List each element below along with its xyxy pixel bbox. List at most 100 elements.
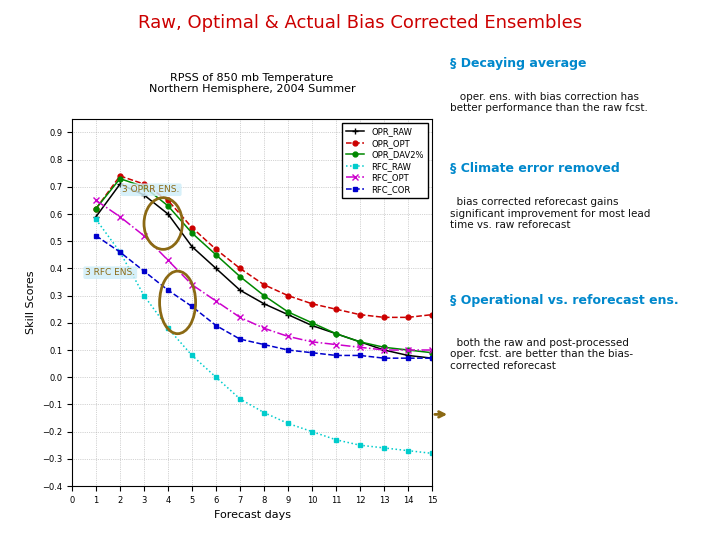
- OPR_DAV2%: [332, 330, 341, 337]
- OPR_RAW: [91, 213, 100, 220]
- Line: RFC_COR: RFC_COR: [94, 233, 434, 361]
- RFC_OPT: [235, 314, 244, 321]
- RFC_COR: [428, 355, 436, 361]
- Text: both the raw and post-processed
oper. fcst. are better than the bias-
corrected : both the raw and post-processed oper. fc…: [450, 338, 633, 370]
- RFC_OPT: [356, 344, 364, 350]
- OPR_OPT: [356, 312, 364, 318]
- OPR_RAW: [428, 355, 436, 361]
- Line: OPR_DAV2%: OPR_DAV2%: [94, 176, 434, 355]
- Line: RFC_RAW: RFC_RAW: [94, 217, 434, 456]
- RFC_COR: [379, 355, 388, 361]
- OPR_RAW: [332, 330, 341, 337]
- Line: OPR_RAW: OPR_RAW: [93, 180, 436, 362]
- RFC_RAW: [356, 442, 364, 448]
- OPR_DAV2%: [379, 344, 388, 350]
- Text: bias corrected reforecast gains
significant improvement for most lead
time vs. r: bias corrected reforecast gains signific…: [450, 197, 650, 230]
- RFC_RAW: [163, 325, 172, 332]
- RFC_COR: [212, 322, 220, 329]
- RFC_RAW: [212, 374, 220, 381]
- RFC_RAW: [140, 292, 148, 299]
- OPR_DAV2%: [307, 320, 316, 326]
- OPR_RAW: [379, 347, 388, 353]
- RFC_COR: [307, 349, 316, 356]
- Text: oper. ens. with bias correction has
better performance than the raw fcst.: oper. ens. with bias correction has bett…: [450, 92, 648, 113]
- RFC_OPT: [116, 213, 125, 220]
- OPR_OPT: [91, 205, 100, 212]
- OPR_RAW: [140, 192, 148, 198]
- OPR_RAW: [212, 265, 220, 272]
- OPR_OPT: [188, 224, 197, 231]
- RFC_OPT: [404, 347, 413, 353]
- RFC_COR: [163, 287, 172, 293]
- Line: OPR_OPT: OPR_OPT: [94, 173, 434, 320]
- RFC_OPT: [428, 347, 436, 353]
- RFC_COR: [116, 249, 125, 255]
- RFC_OPT: [188, 281, 197, 288]
- RFC_COR: [188, 303, 197, 310]
- OPR_OPT: [428, 312, 436, 318]
- Y-axis label: Skill Scores: Skill Scores: [27, 271, 37, 334]
- OPR_DAV2%: [235, 273, 244, 280]
- RFC_RAW: [307, 428, 316, 435]
- OPR_DAV2%: [404, 347, 413, 353]
- OPR_DAV2%: [163, 202, 172, 209]
- OPR_RAW: [307, 322, 316, 329]
- OPR_OPT: [116, 173, 125, 179]
- OPR_OPT: [379, 314, 388, 321]
- RFC_OPT: [332, 341, 341, 348]
- RFC_RAW: [235, 396, 244, 402]
- RFC_RAW: [404, 448, 413, 454]
- Text: § Decaying average: § Decaying average: [450, 57, 587, 70]
- OPR_DAV2%: [116, 176, 125, 182]
- RFC_OPT: [140, 233, 148, 239]
- OPR_RAW: [284, 312, 292, 318]
- OPR_DAV2%: [91, 205, 100, 212]
- OPR_RAW: [163, 211, 172, 217]
- Text: Raw, Optimal & Actual Bias Corrected Ensembles: Raw, Optimal & Actual Bias Corrected Ens…: [138, 14, 582, 31]
- RFC_OPT: [91, 197, 100, 204]
- RFC_RAW: [91, 216, 100, 222]
- RFC_OPT: [284, 333, 292, 340]
- RFC_COR: [91, 233, 100, 239]
- RFC_COR: [260, 341, 269, 348]
- RFC_COR: [332, 352, 341, 359]
- OPR_DAV2%: [188, 230, 197, 237]
- RFC_COR: [140, 268, 148, 274]
- OPR_OPT: [307, 301, 316, 307]
- RFC_RAW: [116, 249, 125, 255]
- OPR_RAW: [356, 339, 364, 345]
- OPR_RAW: [116, 181, 125, 187]
- RFC_RAW: [428, 450, 436, 457]
- RFC_RAW: [379, 444, 388, 451]
- Text: 3 OPRR ENS.: 3 OPRR ENS.: [122, 185, 180, 194]
- RFC_COR: [284, 347, 292, 353]
- OPR_RAW: [404, 352, 413, 359]
- OPR_DAV2%: [284, 309, 292, 315]
- OPR_DAV2%: [356, 339, 364, 345]
- OPR_DAV2%: [212, 252, 220, 258]
- OPR_DAV2%: [260, 292, 269, 299]
- OPR_OPT: [212, 246, 220, 253]
- X-axis label: Forecast days: Forecast days: [214, 510, 290, 520]
- OPR_OPT: [235, 265, 244, 272]
- OPR_DAV2%: [140, 184, 148, 190]
- OPR_OPT: [260, 281, 269, 288]
- RFC_OPT: [307, 339, 316, 345]
- OPR_RAW: [235, 287, 244, 293]
- OPR_OPT: [163, 197, 172, 204]
- RFC_RAW: [188, 352, 197, 359]
- OPR_DAV2%: [428, 349, 436, 356]
- RFC_COR: [404, 355, 413, 361]
- RFC_OPT: [379, 347, 388, 353]
- RFC_OPT: [163, 257, 172, 264]
- OPR_OPT: [140, 181, 148, 187]
- OPR_OPT: [404, 314, 413, 321]
- RFC_OPT: [212, 298, 220, 304]
- Text: § Climate error removed: § Climate error removed: [450, 162, 620, 175]
- RFC_COR: [356, 352, 364, 359]
- OPR_RAW: [188, 244, 197, 250]
- Text: § Operational vs. reforecast ens.: § Operational vs. reforecast ens.: [450, 294, 679, 307]
- Line: RFC_OPT: RFC_OPT: [93, 197, 436, 354]
- RFC_RAW: [260, 409, 269, 416]
- RFC_COR: [235, 336, 244, 342]
